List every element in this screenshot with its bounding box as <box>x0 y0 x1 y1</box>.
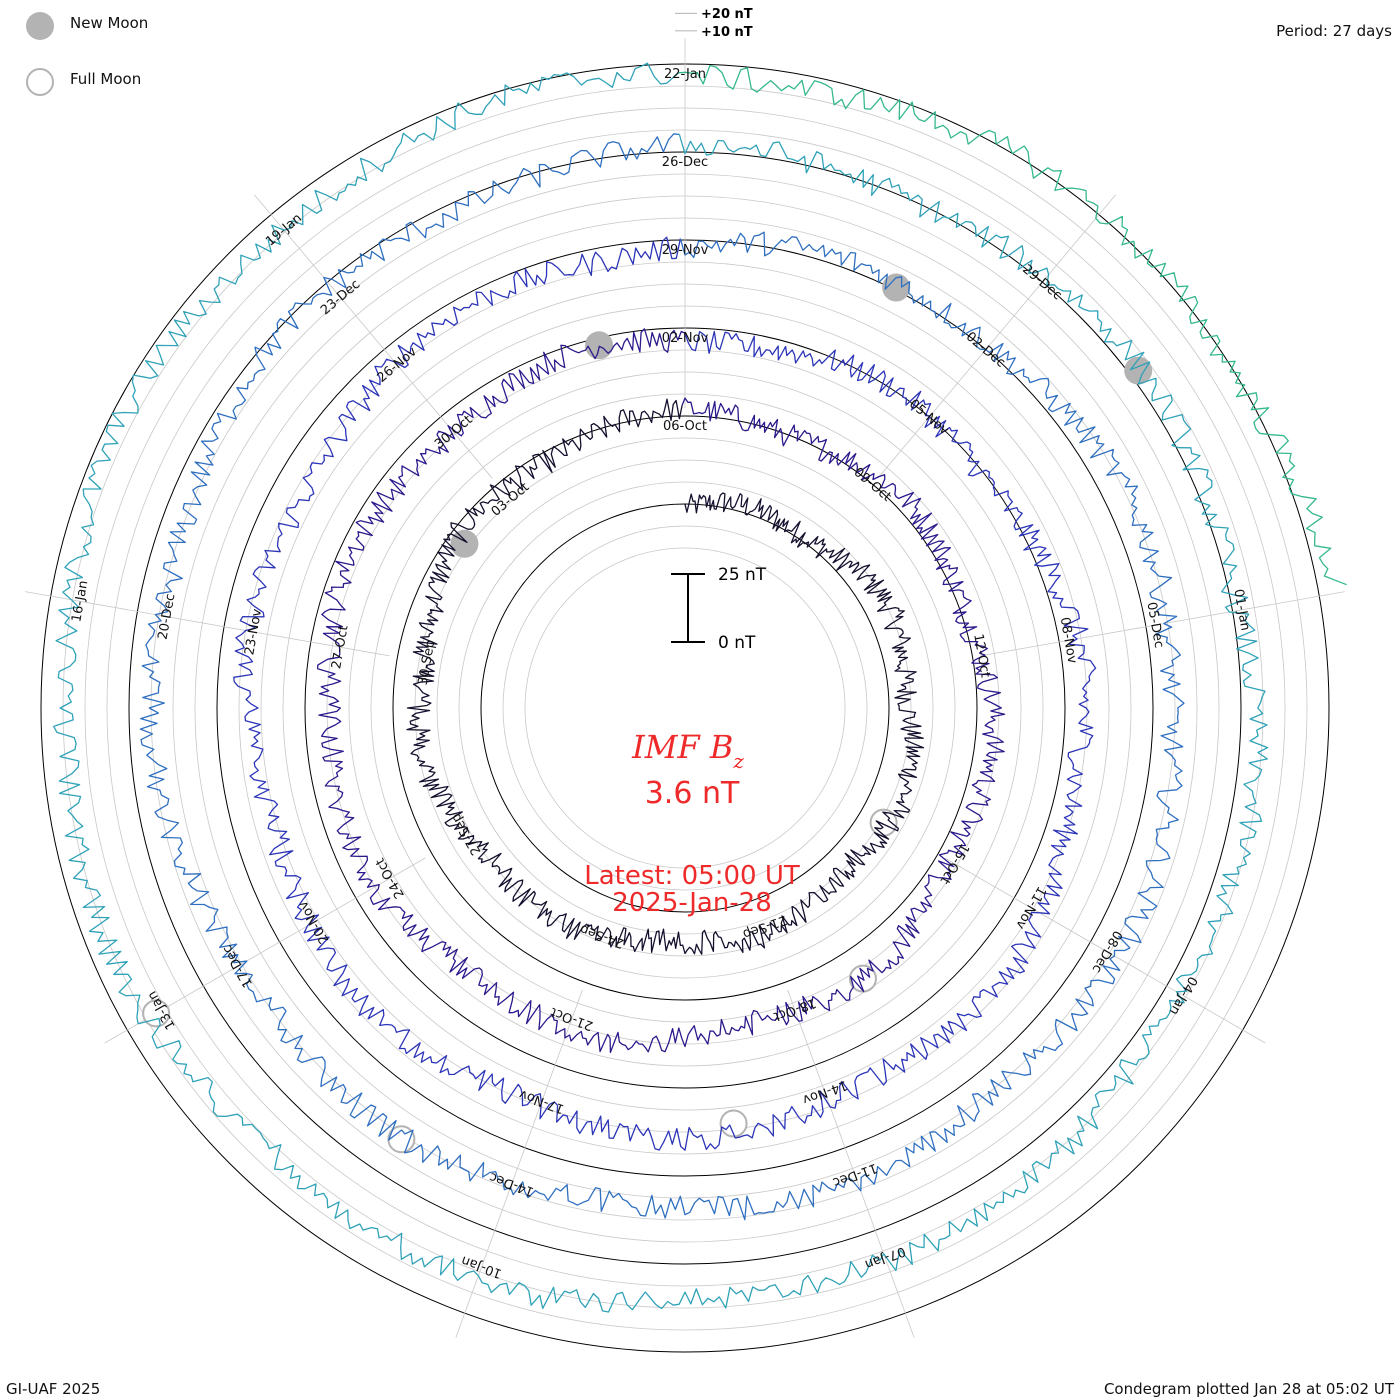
center-title-main: IMF B <box>631 728 733 766</box>
grid-ring <box>304 327 1066 1089</box>
date-tick-label: 10-Jan <box>459 1252 504 1280</box>
grid-ring <box>524 547 846 869</box>
ref-label: +10 nT <box>701 25 753 40</box>
grid-spoke <box>877 194 1116 479</box>
full-moon-marker <box>719 1109 748 1138</box>
date-tick-label: 09-Oct <box>850 465 893 505</box>
bz-series-turn-2 <box>316 328 1006 1054</box>
date-tick-label: 08-Nov <box>1057 616 1080 665</box>
center-title: IMF Bz <box>631 728 744 773</box>
grid-spoke <box>254 194 493 479</box>
scale-bar-bottom-label: 0 nT <box>718 633 756 653</box>
grid-spoke <box>944 857 1266 1044</box>
reference-labels: +20 nT +10 nT <box>675 7 753 40</box>
grid-ring <box>414 437 956 979</box>
bz-series-turn-3 <box>233 236 1097 1151</box>
grid-ring <box>480 503 890 913</box>
date-tick-labels: 21-Sep24-Sep27-Sep30-Sep03-Oct06-Oct09-O… <box>69 67 1252 1281</box>
center-title-sub: z <box>732 749 744 773</box>
date-tick-label: 14-Nov <box>800 1077 849 1107</box>
grid-ring <box>260 283 1110 1133</box>
ref-label: +20 nT <box>701 7 753 22</box>
date-tick-label: 29-Nov <box>662 243 709 258</box>
grid-ring <box>370 393 1000 1023</box>
latest-date: 2025-Jan-28 <box>612 888 772 918</box>
bz-spiral-series <box>53 62 1347 1313</box>
grid-ring <box>458 481 912 935</box>
date-tick-label: 20-Dec <box>156 593 179 641</box>
grid-ring <box>392 415 978 1001</box>
new-moon-marker <box>450 529 479 558</box>
date-tick-label: 26-Dec <box>662 155 708 170</box>
legend-full-moon-label: Full Moon <box>70 70 142 88</box>
date-tick-label: 27-Sep <box>449 810 485 857</box>
date-tick-label: 24-Oct <box>373 855 408 901</box>
legend-full-moon: Full Moon <box>26 68 226 102</box>
date-tick-label: 20-Nov <box>296 898 332 946</box>
radial-spokes <box>25 38 1345 1338</box>
grid-ring <box>326 349 1044 1067</box>
center-value: 3.6 nT <box>645 776 740 811</box>
full-moon-marker <box>142 999 171 1028</box>
grid-ring <box>436 459 934 957</box>
date-tick-label: 07-Jan <box>863 1243 908 1271</box>
grid-spoke <box>787 989 915 1338</box>
date-tick-label: 19-Jan <box>263 211 305 249</box>
date-tick-label: 11-Dec <box>831 1160 880 1190</box>
date-tick-label: 23-Nov <box>242 607 265 656</box>
date-tick-label: 06-Oct <box>663 419 707 434</box>
latest-time: Latest: 05:00 UT <box>584 861 800 891</box>
date-tick-label: 16-Jan <box>69 579 91 623</box>
date-tick-label: 14-Dec <box>487 1169 536 1199</box>
bz-series-turn-1 <box>406 398 925 955</box>
date-tick-label: 02-Nov <box>662 331 709 346</box>
full-moon-icon <box>26 68 54 96</box>
footer-timestamp: Condegram plotted Jan 28 at 05:02 UT <box>1103 1380 1394 1398</box>
date-tick-label: 17-Dec <box>220 942 256 990</box>
moon-markers <box>142 273 1153 1154</box>
new-moon-icon <box>26 12 54 40</box>
date-tick-label: 12-Oct <box>970 633 992 679</box>
date-tick-label: 04-Jan <box>1166 974 1200 1018</box>
grid-spoke <box>980 591 1345 657</box>
date-tick-label: 17-Nov <box>517 1086 566 1116</box>
legend-new-moon: New Moon <box>26 12 226 42</box>
bz-series-turn-5 <box>53 62 1269 1313</box>
grid-ring <box>502 525 868 891</box>
scale-bar: 25 nT 0 nT <box>671 565 767 653</box>
bz-series-turn-6 <box>678 64 1347 586</box>
scale-bar-top-label: 25 nT <box>718 565 767 585</box>
grid-spoke <box>25 591 390 657</box>
date-tick-label: 30-Sep <box>416 639 439 687</box>
legend-new-moon-label: New Moon <box>70 14 149 32</box>
period-label: Period: 27 days <box>1276 22 1392 40</box>
new-moon-marker <box>882 273 911 302</box>
date-tick-label: 27-Oct <box>329 624 351 670</box>
date-tick-label: 22-Jan <box>664 67 706 82</box>
date-tick-label: 26-Nov <box>375 344 421 386</box>
date-tick-label: 24-Sep <box>578 921 626 951</box>
date-tick-label: 01-Jan <box>1230 588 1252 632</box>
date-tick-label: 05-Dec <box>1143 601 1166 649</box>
footer-credit: GI-UAF 2025 <box>6 1380 101 1398</box>
grid-ring <box>348 371 1022 1045</box>
new-moon-marker <box>585 331 614 360</box>
date-tick-label: 23-Dec <box>318 277 363 318</box>
grid-spoke <box>455 989 583 1338</box>
bz-series-turn-4 <box>139 133 1185 1221</box>
